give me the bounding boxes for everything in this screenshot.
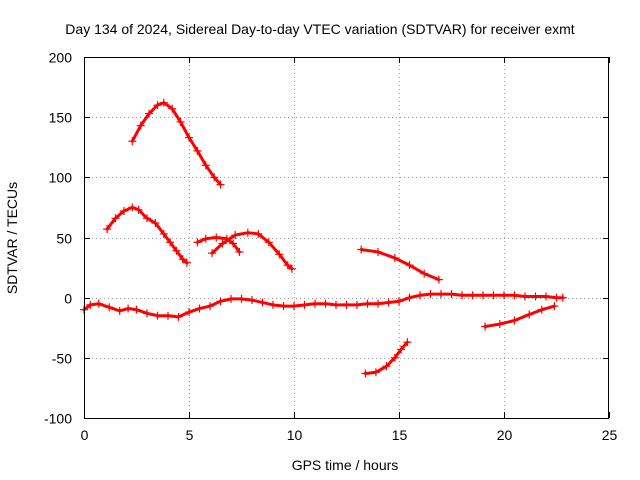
series-line xyxy=(82,292,565,319)
series-arc-mid-center xyxy=(193,233,244,256)
x-tick-label: 15 xyxy=(392,427,408,443)
series-baseline xyxy=(80,290,567,321)
series-arc-low xyxy=(361,338,412,378)
x-axis-label: GPS time / hours xyxy=(292,457,399,473)
series-arc-late-mid xyxy=(357,245,443,284)
x-tick-label: 0 xyxy=(81,427,89,443)
y-tick-label: 200 xyxy=(49,50,73,66)
axis-ticks xyxy=(84,57,610,419)
series-arc-high xyxy=(128,98,225,189)
series-line xyxy=(130,101,222,187)
series-arc-mid-left xyxy=(103,203,191,267)
data-series xyxy=(80,98,567,378)
y-tick-labels: -100 -50 0 50 100 150 200 xyxy=(44,50,72,427)
series-line xyxy=(105,205,189,265)
y-tick-label: -50 xyxy=(52,351,72,367)
series-line xyxy=(359,248,441,282)
series-arc-mid-right xyxy=(208,228,296,273)
y-tick-label: 50 xyxy=(56,231,72,247)
y-axis-label: SDTVAR / TECUs xyxy=(4,182,20,294)
y-tick-label: 100 xyxy=(49,170,73,186)
chart-title: Day 134 of 2024, Sidereal Day-to-day VTE… xyxy=(65,21,574,37)
plot-frame xyxy=(84,57,609,419)
x-tick-label: 25 xyxy=(602,427,618,443)
x-tick-label: 20 xyxy=(497,427,513,443)
y-tick-label: -100 xyxy=(44,411,72,427)
x-tick-label: 5 xyxy=(186,427,194,443)
y-tick-label: 0 xyxy=(64,291,72,307)
x-tick-labels: 0 5 10 15 20 25 xyxy=(81,427,618,443)
x-tick-label: 10 xyxy=(287,427,303,443)
grid-lines xyxy=(84,57,609,418)
series-arc-late-low xyxy=(481,302,559,331)
y-tick-label: 150 xyxy=(49,110,73,126)
